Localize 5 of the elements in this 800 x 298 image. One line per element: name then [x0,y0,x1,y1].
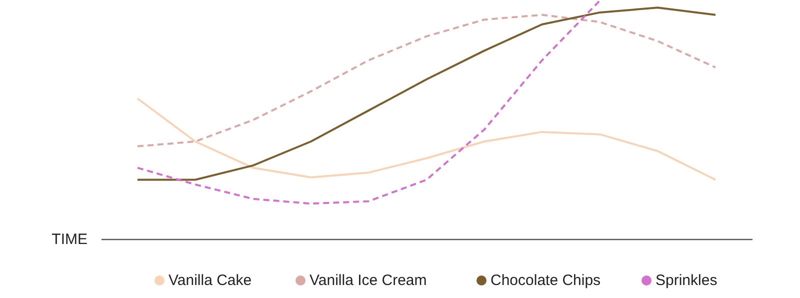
legend-label: Vanilla Ice Cream [310,272,427,289]
x-axis-title: TIME [52,231,88,248]
legend-label: Sprinkles [656,272,718,289]
legend-label: Chocolate Chips [490,272,601,289]
legend-label: Vanilla Cake [168,272,252,289]
